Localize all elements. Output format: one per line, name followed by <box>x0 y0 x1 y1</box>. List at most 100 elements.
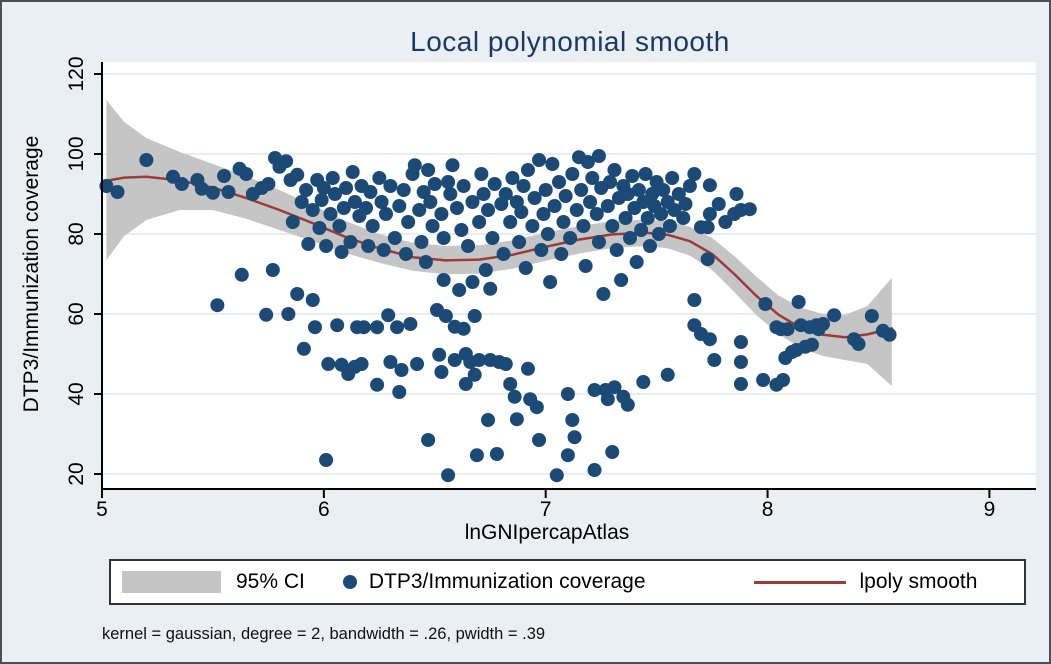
scatter-point <box>383 355 398 369</box>
scatter-point <box>347 195 362 209</box>
scatter-point <box>569 203 584 217</box>
scatter-point <box>702 207 717 221</box>
scatter-point <box>718 215 733 229</box>
scatter-point <box>636 375 651 389</box>
scatter-point <box>418 255 433 269</box>
scatter-point <box>483 281 498 296</box>
scatter-point <box>307 320 322 335</box>
scatter-point <box>383 179 398 193</box>
scatter-point <box>656 183 671 197</box>
scatter-point <box>507 389 522 404</box>
scatter-point <box>378 207 393 221</box>
scatter-point <box>370 320 385 335</box>
scatter-point <box>421 433 436 447</box>
scatter-point <box>532 153 547 167</box>
scatter-point <box>392 385 407 399</box>
scatter-point <box>702 332 717 347</box>
scatter-point <box>456 179 471 193</box>
scatter-point <box>605 219 620 233</box>
scatter-point <box>618 211 633 225</box>
scatter-point <box>636 195 651 209</box>
scatter-point <box>221 185 236 199</box>
scatter-point <box>361 239 376 253</box>
scatter-point <box>312 221 327 235</box>
scatter-point <box>640 211 655 225</box>
scatter-point <box>476 187 491 201</box>
scatter-point <box>294 195 309 209</box>
scatter-point <box>259 307 274 322</box>
scatter-point <box>729 187 744 201</box>
scatter-point <box>345 165 360 179</box>
scatter-point <box>319 239 334 253</box>
scatter-point <box>516 179 531 193</box>
y-tick-label: 40 <box>65 382 88 406</box>
scatter-point <box>474 167 489 181</box>
scatter-point <box>323 207 338 221</box>
scatter-point <box>445 158 460 173</box>
scatter-point <box>556 215 571 229</box>
y-tick-label: 100 <box>65 136 88 172</box>
scatter-point <box>290 167 305 182</box>
scatter-point <box>412 203 427 217</box>
scatter-point <box>314 193 329 207</box>
scatter-point <box>827 308 842 323</box>
scatter-point <box>620 187 635 201</box>
scatter-point <box>416 185 431 199</box>
scatter-point <box>864 309 879 323</box>
scatter-point <box>518 261 533 275</box>
scatter-point <box>678 197 693 211</box>
scatter-point <box>503 215 518 229</box>
scatter-point <box>438 309 453 323</box>
chart-title: Local polynomial smooth <box>410 26 730 57</box>
scatter-point <box>407 158 422 173</box>
scatter-point <box>642 239 657 253</box>
scatter-point <box>538 183 553 197</box>
scatter-point <box>487 177 502 191</box>
scatter-point <box>654 207 669 221</box>
scatter-point <box>576 219 591 233</box>
scatter-point <box>687 293 702 307</box>
legend: 95% CI DTP3/Immunization coverage lpoly … <box>109 559 1026 605</box>
scatter-point <box>239 167 254 181</box>
scatter-point <box>290 287 305 301</box>
scatter-point <box>330 318 345 333</box>
scatter-point <box>756 373 771 387</box>
scatter-point <box>733 355 748 369</box>
scatter-point <box>816 317 831 331</box>
y-tick-label: 80 <box>65 222 88 246</box>
scatter-point <box>359 201 374 215</box>
x-tick-label: 5 <box>96 498 108 521</box>
kernel-note: kernel = gaussian, degree = 2, bandwidth… <box>102 625 546 643</box>
scatter-point <box>401 215 416 229</box>
scatter-point <box>645 187 660 201</box>
scatter-point <box>540 227 555 241</box>
scatter-point <box>558 189 573 203</box>
scatter-point <box>585 171 600 185</box>
scatter-point <box>461 239 476 253</box>
scatter-point <box>565 413 580 427</box>
scatter-point <box>596 287 611 301</box>
scatter-point <box>607 163 622 177</box>
scatter-point <box>217 169 232 183</box>
scatter-point <box>434 365 449 379</box>
scatter-point <box>403 317 418 331</box>
scatter-point <box>325 171 340 185</box>
scatter-point <box>234 267 249 282</box>
scatter-point <box>702 178 717 193</box>
scatter-point <box>443 187 458 201</box>
scatter-point <box>456 321 471 336</box>
scatter-point <box>436 273 451 287</box>
scatter-point <box>449 201 464 215</box>
scatter-point <box>469 448 484 463</box>
scatter-point <box>638 167 653 181</box>
scatter-point <box>370 377 385 392</box>
x-tick-label: 9 <box>983 498 996 521</box>
scatter-point <box>707 353 722 367</box>
scatter-point <box>665 171 680 185</box>
scatter-point <box>565 167 580 181</box>
scatter-point <box>591 149 606 163</box>
scatter-point <box>607 380 622 395</box>
scatter-point <box>354 357 369 371</box>
scatter-point <box>432 347 447 362</box>
